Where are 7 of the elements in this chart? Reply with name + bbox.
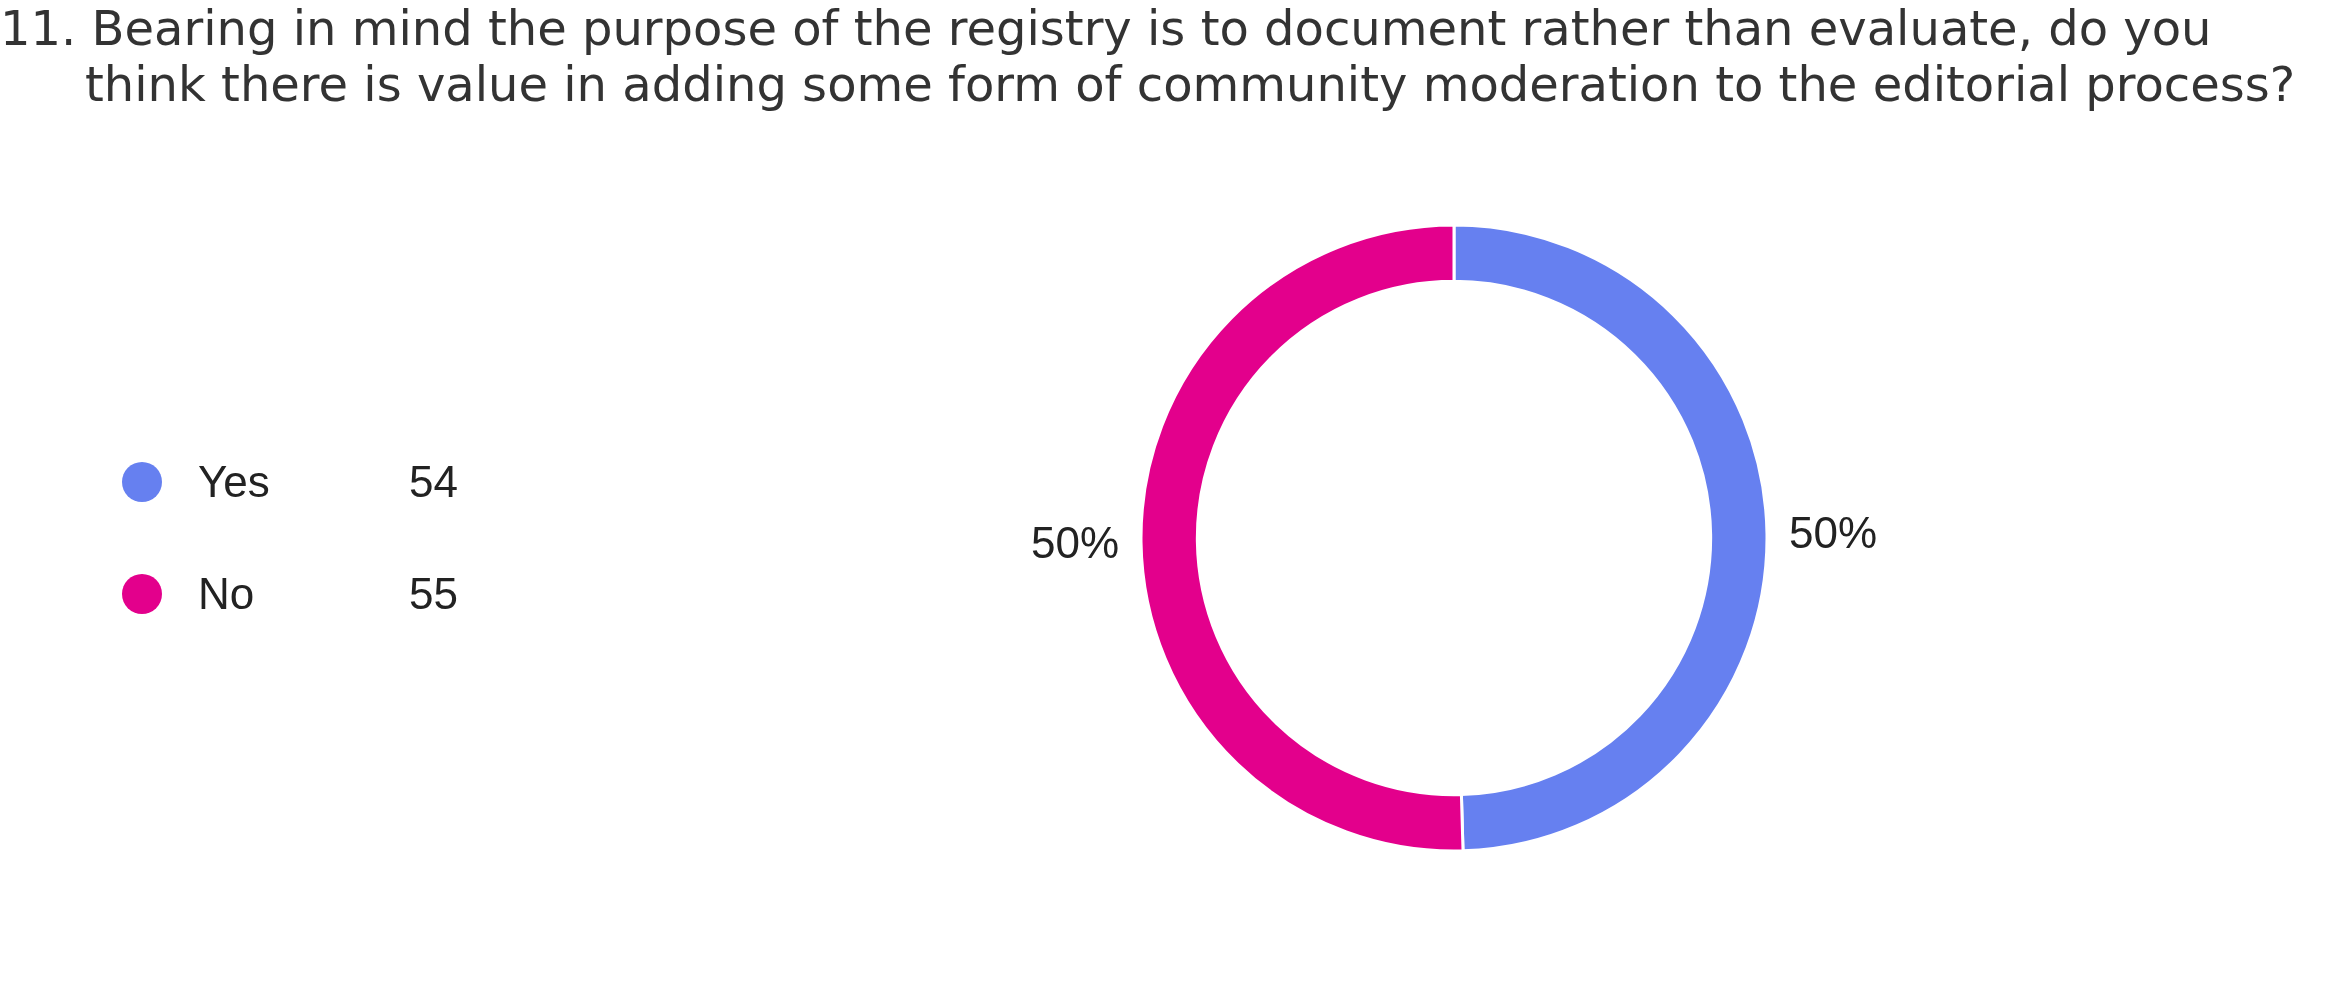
- text: 50%: [1788, 508, 1878, 558]
- chart-title: 11. Bearing in mind the purpose of the registry is to document rather than evaluate, do you think there is value in adding some form of community moderation to the editorial process?: [0, 0, 2296, 112]
- legend-label: No: [198, 569, 256, 619]
- data-label: 54: [408, 457, 458, 507]
- text: 50%: [1030, 517, 1120, 567]
- data-label: 55: [408, 569, 458, 619]
- legend-label: Yes: [198, 457, 271, 507]
